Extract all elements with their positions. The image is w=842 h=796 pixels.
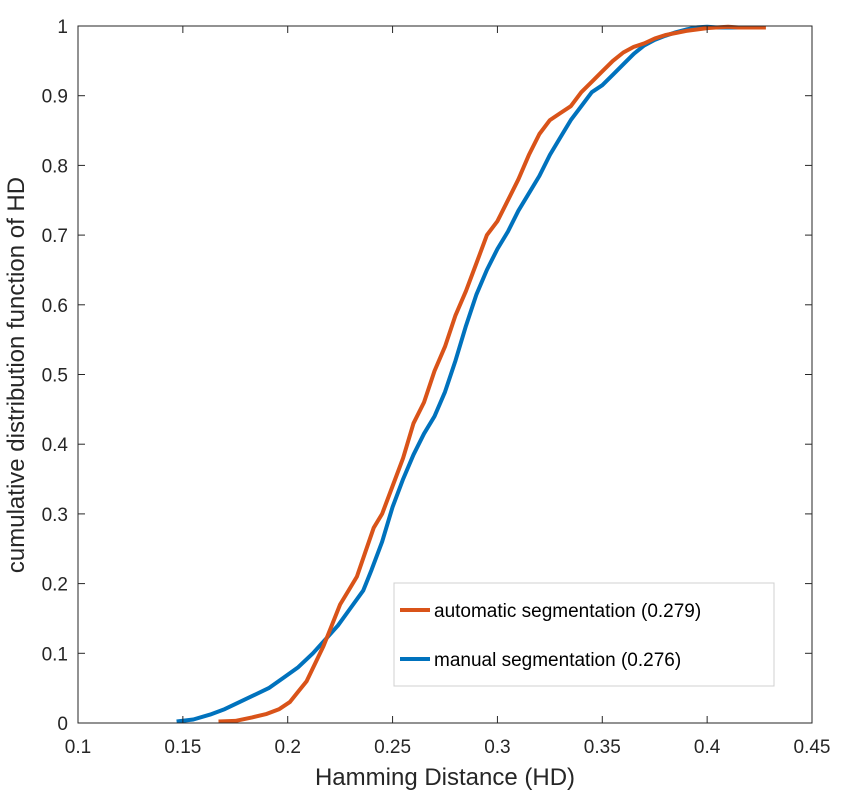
- x-tick-label: 0.25: [374, 737, 411, 758]
- y-tick-label: 0.5: [42, 366, 68, 387]
- y-tick-label: 0: [57, 714, 68, 735]
- y-tick-label: 0.7: [42, 226, 68, 247]
- x-tick-label: 0.3: [484, 737, 510, 758]
- x-tick-label: 0.4: [694, 737, 721, 758]
- legend-label-automatic: automatic segmentation (0.279): [434, 601, 701, 622]
- y-tick-label: 0.2: [42, 575, 68, 596]
- y-tick-label: 0.9: [42, 87, 68, 108]
- legend-label-manual: manual segmentation (0.276): [434, 650, 681, 671]
- y-tick-label: 0.6: [42, 296, 68, 317]
- y-tick-label: 0.3: [42, 505, 68, 526]
- y-tick-label: 0.1: [42, 644, 68, 665]
- y-ticks: 0 0.1 0.2 0.3 0.4 0.5 0.6 0.7 0.8 0.9 1: [42, 17, 812, 735]
- legend: automatic segmentation (0.279) manual se…: [393, 582, 775, 687]
- x-axis-label: Hamming Distance (HD): [315, 764, 575, 791]
- y-tick-label: 0.8: [42, 156, 68, 177]
- y-axis-label: cumulative distribution function of HD: [3, 177, 30, 573]
- y-tick-label: 1: [57, 17, 68, 38]
- y-tick-label: 0.4: [42, 435, 69, 456]
- x-tick-label: 0.1: [65, 737, 91, 758]
- series-layer: [176, 24, 766, 724]
- x-tick-label: 0.45: [794, 737, 831, 758]
- x-tick-label: 0.35: [584, 737, 621, 758]
- x-tick-label: 0.2: [275, 737, 301, 758]
- legend-box: [393, 582, 775, 687]
- x-ticks: 0.1 0.15 0.2 0.25 0.3 0.35 0.4 0.45: [65, 26, 831, 758]
- x-tick-label: 0.15: [164, 737, 201, 758]
- series-line-automatic: [218, 24, 766, 724]
